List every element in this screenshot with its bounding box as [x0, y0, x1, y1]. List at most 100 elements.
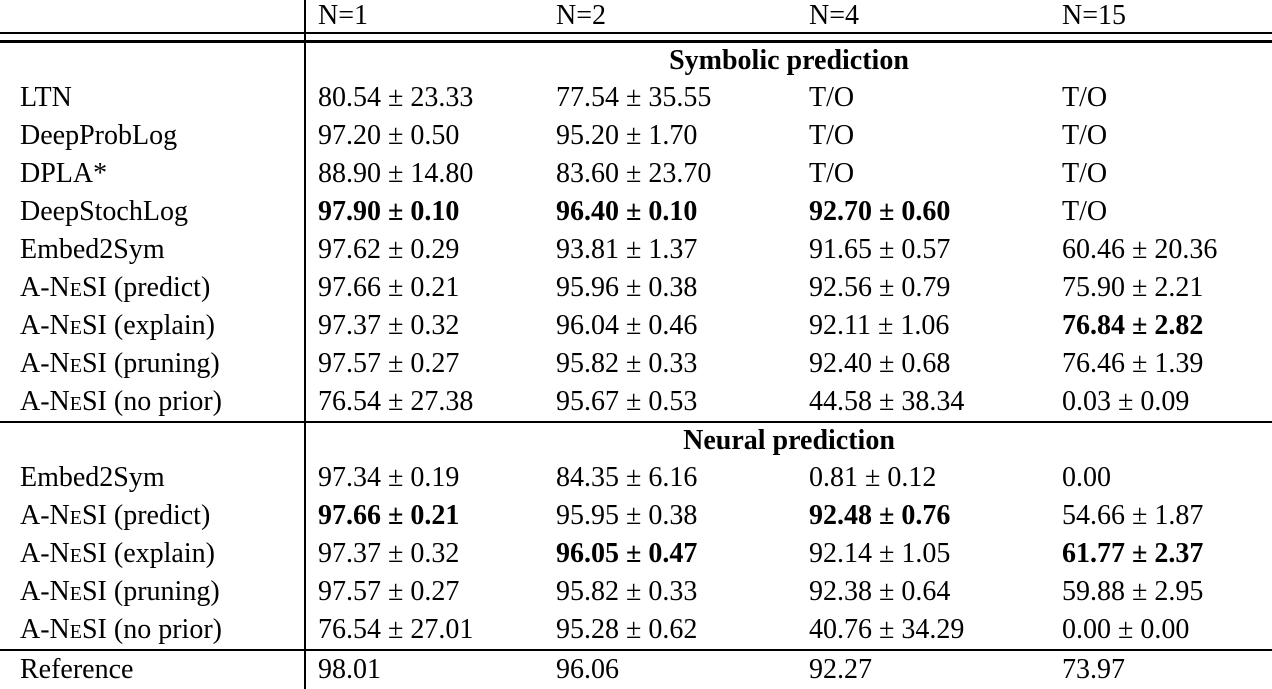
value-cell: 97.37 ± 0.32 [304, 535, 544, 573]
method-name-cell: Embed2Sym [20, 234, 165, 265]
value-cell: 76.84 ± 2.82 [1062, 310, 1204, 341]
table-row: A-NeSI (pruning) 97.57 ± 0.27 95.82 ± 0.33… [0, 345, 1272, 383]
value-cell: T/O [1062, 158, 1108, 189]
value-cell: 84.35 ± 6.16 [556, 462, 698, 493]
value-cell: 97.62 ± 0.29 [304, 231, 544, 269]
value-cell: 91.65 ± 0.57 [809, 234, 951, 265]
column-header-n15: N=15 [1050, 0, 1272, 34]
value-cell: 75.90 ± 2.21 [1062, 272, 1204, 303]
double-rule-left [0, 33, 305, 43]
value-cell: 92.38 ± 0.64 [809, 576, 951, 607]
value-cell: 76.54 ± 27.01 [304, 611, 544, 650]
table-row: A-NeSI (predict) 97.66 ± 0.21 95.96 ± 0.38… [0, 269, 1272, 307]
value-cell: 76.54 ± 27.38 [304, 383, 544, 422]
method-name-cell: A-NeSI (explain) [20, 310, 215, 341]
value-cell: 40.76 ± 34.29 [809, 614, 965, 645]
method-name-cell: A-NeSI (no prior) [20, 386, 222, 417]
value-cell: 0.00 [1062, 462, 1111, 493]
method-name: A-NeSI [20, 500, 107, 531]
table-row: A-NeSI (explain) 97.37 ± 0.32 96.05 ± 0.47… [0, 535, 1272, 573]
value-cell: 96.40 ± 0.10 [556, 196, 698, 227]
value-cell: 97.37 ± 0.32 [304, 307, 544, 345]
method-name-cell: A-NeSI (pruning) [20, 348, 220, 379]
value-cell: T/O [1062, 120, 1108, 151]
method-name-cell: Embed2Sym [20, 462, 165, 493]
reference-value-n1: 98.01 [304, 649, 544, 689]
double-rule-right [304, 33, 1272, 43]
table-body: Symbolic prediction LTN 80.54 ± 23.33 77.54… [0, 41, 1272, 650]
section-header-row: Neural prediction [0, 421, 1272, 459]
method-name-cell: A-NeSI (predict) [20, 500, 211, 531]
value-cell: 97.90 ± 0.10 [304, 193, 544, 231]
table-row: DPLA* 88.90 ± 14.80 83.60 ± 23.70 T/O T/O [0, 155, 1272, 193]
table-row: LTN 80.54 ± 23.33 77.54 ± 35.55 T/O T/O [0, 79, 1272, 117]
table-row: Embed2Sym 97.34 ± 0.19 84.35 ± 6.16 0.81 ± … [0, 459, 1272, 497]
section-header-spacer [0, 421, 305, 459]
value-cell: 95.82 ± 0.33 [556, 348, 698, 379]
method-name: A-NeSI [20, 386, 107, 417]
value-cell: 97.57 ± 0.27 [304, 345, 544, 383]
method-name: A-NeSI [20, 348, 107, 379]
value-cell: 76.46 ± 1.39 [1062, 348, 1204, 379]
value-cell: 77.54 ± 35.55 [556, 82, 712, 113]
value-cell: 92.11 ± 1.06 [809, 310, 950, 341]
value-cell: 97.20 ± 0.50 [304, 117, 544, 155]
table-row: Embed2Sym 97.62 ± 0.29 93.81 ± 1.37 91.65 ±… [0, 231, 1272, 269]
value-cell: 95.82 ± 0.33 [556, 576, 698, 607]
section-header-row: Symbolic prediction [0, 41, 1272, 80]
method-name-cell: A-NeSI (explain) [20, 538, 215, 569]
value-cell: 60.46 ± 20.36 [1062, 234, 1218, 265]
value-cell: T/O [809, 120, 855, 151]
table-row: DeepProbLog 97.20 ± 0.50 95.20 ± 1.70 T/O T/… [0, 117, 1272, 155]
table-row: A-NeSI (explain) 97.37 ± 0.32 96.04 ± 0.46… [0, 307, 1272, 345]
value-cell: 88.90 ± 14.80 [304, 155, 544, 193]
value-cell: 97.57 ± 0.27 [304, 573, 544, 611]
column-header-n1: N=1 [304, 0, 544, 34]
reference-label: Reference [0, 649, 305, 689]
value-cell: 92.14 ± 1.05 [809, 538, 951, 569]
table-row: A-NeSI (no prior) 76.54 ± 27.01 95.28 ± 0.… [0, 611, 1272, 650]
table-row: A-NeSI (no prior) 76.54 ± 27.38 95.67 ± 0.… [0, 383, 1272, 422]
corner-cell [0, 0, 305, 34]
table-row: A-NeSI (pruning) 97.57 ± 0.27 95.82 ± 0.33… [0, 573, 1272, 611]
value-cell: 92.40 ± 0.68 [809, 348, 951, 379]
value-cell: 93.81 ± 1.37 [556, 234, 698, 265]
value-cell: T/O [809, 158, 855, 189]
value-cell: 61.77 ± 2.37 [1062, 538, 1204, 569]
column-header-n4: N=4 [797, 0, 1050, 34]
method-name: A-NeSI [20, 614, 107, 645]
value-cell: T/O [1062, 82, 1108, 113]
value-cell: T/O [1062, 196, 1108, 227]
value-cell: 92.48 ± 0.76 [809, 500, 951, 531]
method-name-cell: A-NeSI (pruning) [20, 576, 220, 607]
value-cell: 95.96 ± 0.38 [556, 272, 698, 303]
value-cell: 97.34 ± 0.19 [304, 459, 544, 497]
method-name: A-NeSI [20, 576, 107, 607]
reference-value-n4: 92.27 [797, 649, 1050, 689]
value-cell: 95.95 ± 0.38 [556, 500, 698, 531]
section-header-spacer [0, 42, 305, 80]
value-cell: 95.28 ± 0.62 [556, 614, 698, 645]
value-cell: 0.03 ± 0.09 [1062, 386, 1190, 417]
reference-row: Reference 98.01 96.06 92.27 73.97 [0, 649, 1272, 689]
value-cell: 59.88 ± 2.95 [1062, 576, 1204, 607]
value-cell: 97.66 ± 0.21 [304, 497, 544, 535]
method-name: A-NeSI [20, 272, 107, 303]
section-title: Neural prediction [304, 421, 1272, 459]
value-cell: 80.54 ± 23.33 [304, 79, 544, 117]
method-name: A-NeSI [20, 310, 107, 341]
value-cell: 95.67 ± 0.53 [556, 386, 698, 417]
value-cell: 92.56 ± 0.79 [809, 272, 951, 303]
value-cell: 0.81 ± 0.12 [809, 462, 937, 493]
table-row: DeepStochLog 97.90 ± 0.10 96.40 ± 0.10 92.7… [0, 193, 1272, 231]
column-header-n2: N=2 [544, 0, 797, 34]
method-name-cell: DPLA* [20, 158, 108, 189]
method-name-cell: LTN [20, 82, 72, 113]
method-name-cell: DeepStochLog [20, 196, 188, 227]
value-cell: 44.58 ± 38.34 [809, 386, 965, 417]
value-cell: 54.66 ± 1.87 [1062, 500, 1204, 531]
value-cell: 0.00 ± 0.00 [1062, 614, 1190, 645]
value-cell: 97.66 ± 0.21 [304, 269, 544, 307]
